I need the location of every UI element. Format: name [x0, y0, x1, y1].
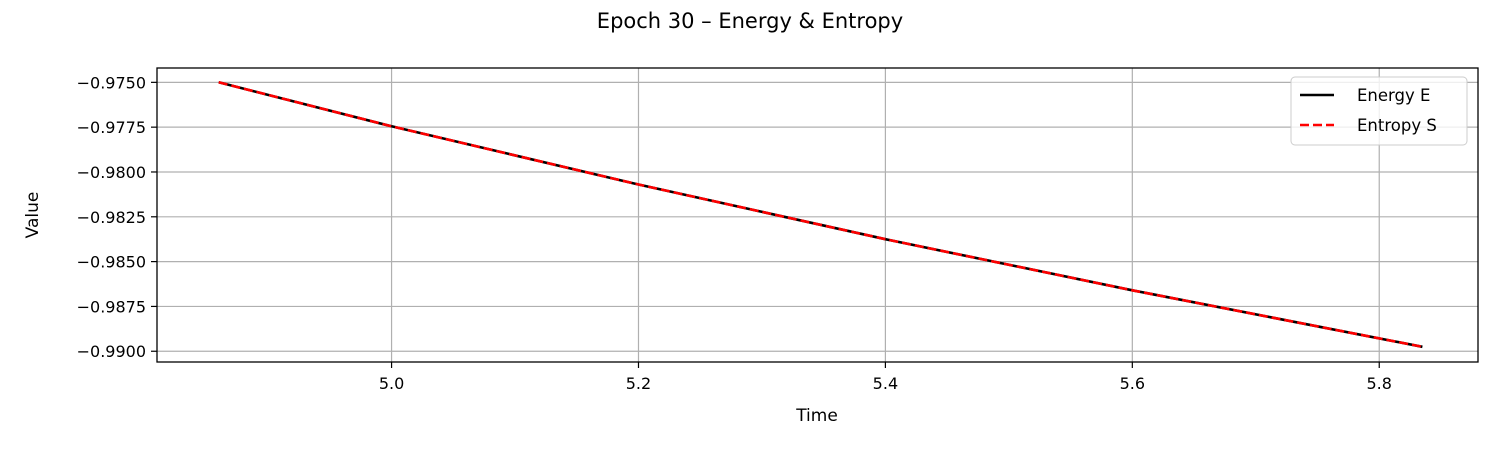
chart-title: Epoch 30 – Energy & Entropy [597, 9, 903, 33]
y-tick-label: −0.9800 [77, 163, 146, 182]
y-tick-label: −0.9775 [77, 118, 146, 137]
x-tick-label: 5.8 [1367, 374, 1392, 393]
series-line-entropy-s [218, 81, 1423, 349]
y-tick-label: −0.9825 [77, 208, 146, 227]
grid-lines [157, 68, 1478, 362]
y-axis-label: Value [23, 192, 43, 239]
y-tick-label: −0.9750 [77, 73, 146, 92]
y-axis-ticks: −0.9750 −0.9775 −0.9800 −0.9825 −0.9850 −0.98… [77, 73, 157, 361]
x-tick-label: 5.6 [1120, 374, 1145, 393]
x-tick-label: 5.2 [626, 374, 651, 393]
y-tick-label: −0.9850 [77, 253, 146, 272]
plot-frame [156, 67, 1479, 363]
series-line-energy-e [218, 81, 1423, 349]
legend-box [1290, 76, 1468, 146]
series-lines [218, 81, 1423, 349]
legend-label: Energy E [1357, 86, 1430, 105]
x-tick-label: 5.4 [873, 374, 898, 393]
y-tick-label: −0.9900 [77, 342, 146, 361]
y-tick-label: −0.9875 [77, 297, 146, 316]
legend-label: Entropy S [1357, 116, 1437, 135]
legend: Energy E Entropy S [1290, 76, 1468, 146]
x-axis-label: Time [795, 406, 838, 426]
x-axis-ticks: 5.0 5.2 5.4 5.6 5.8 [379, 362, 1392, 393]
x-tick-label: 5.0 [379, 374, 404, 393]
